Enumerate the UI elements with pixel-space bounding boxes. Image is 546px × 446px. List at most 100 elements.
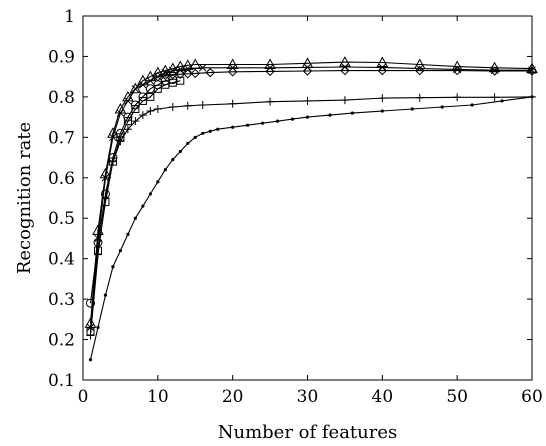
series-layer (84, 56, 538, 362)
data-point (111, 265, 115, 269)
y-tick-label: 0.4 (48, 250, 75, 270)
x-tick-label: 60 (521, 387, 543, 407)
data-point (527, 66, 537, 76)
data-point (146, 76, 155, 85)
x-axis-label: Number of features (218, 422, 398, 443)
data-point (138, 96, 147, 105)
data-point (183, 101, 192, 110)
data-point (231, 125, 235, 129)
data-point (380, 109, 384, 113)
data-point (452, 65, 462, 76)
data-point (328, 113, 332, 117)
data-point (350, 111, 354, 115)
data-point (131, 117, 140, 126)
data-point (168, 103, 177, 111)
data-point (415, 65, 425, 76)
data-point (86, 331, 95, 340)
data-point (101, 194, 110, 202)
data-point (176, 65, 185, 74)
data-point (378, 94, 387, 103)
data-point (108, 157, 117, 166)
data-point (146, 92, 155, 101)
data-point (489, 66, 500, 76)
data-point (153, 105, 162, 114)
y-tick-label: 0.2 (48, 331, 75, 351)
data-point (275, 119, 280, 123)
data-point (305, 115, 310, 119)
y-tick-label: 0.3 (48, 290, 75, 310)
data-point (198, 100, 207, 109)
data-point (139, 80, 147, 89)
data-point (201, 131, 205, 135)
data-point (183, 69, 193, 79)
data-point (124, 97, 132, 105)
data-point (208, 129, 212, 133)
x-tick-label: 40 (372, 387, 394, 407)
x-tick-label: 30 (297, 387, 319, 407)
data-point (148, 192, 152, 196)
data-point (129, 82, 142, 94)
series-line-x (89, 66, 532, 328)
y-tick-label: 1 (64, 7, 75, 27)
data-point (118, 248, 123, 253)
series-plus (86, 92, 536, 340)
series-dot (88, 95, 534, 362)
data-point (470, 103, 474, 107)
data-point (183, 64, 192, 73)
data-point (175, 69, 185, 79)
y-tick-label: 0.5 (48, 209, 75, 229)
y-tick-label: 0.6 (48, 169, 75, 189)
data-point (123, 125, 132, 134)
data-point (176, 76, 185, 85)
data-point (264, 58, 276, 70)
data-point (261, 121, 265, 125)
data-point (126, 232, 130, 236)
data-point (146, 107, 155, 116)
x-tick-label: 0 (78, 387, 89, 407)
data-point (156, 180, 160, 184)
series-line-plus (89, 96, 533, 336)
data-point (96, 325, 100, 330)
data-point (190, 68, 200, 79)
data-point (490, 93, 499, 102)
data-point (228, 99, 237, 108)
y-tick-label: 0.9 (48, 47, 75, 67)
x-tick-label: 10 (147, 387, 169, 407)
data-point (415, 93, 424, 102)
data-point (500, 99, 504, 103)
data-point (216, 127, 220, 131)
series-line-dot (89, 96, 533, 360)
data-point (377, 65, 388, 76)
data-point (205, 67, 215, 78)
data-point (93, 237, 103, 247)
y-tick-label: 0.7 (48, 128, 75, 148)
data-point (530, 95, 534, 99)
data-point (171, 157, 175, 162)
data-point (153, 84, 162, 93)
series-x (86, 63, 536, 332)
data-point (88, 358, 93, 362)
data-point (340, 65, 350, 76)
data-point (131, 84, 140, 93)
data-point (116, 109, 125, 117)
series-line-diamond (157, 70, 532, 78)
y-axis-label: Recognition rate (14, 122, 35, 274)
data-point (168, 69, 178, 80)
data-point (290, 117, 295, 121)
data-point (410, 107, 414, 111)
data-point (160, 70, 171, 81)
data-point (246, 123, 250, 127)
data-point (440, 105, 444, 109)
data-point (227, 67, 238, 77)
data-point (226, 58, 239, 70)
data-point (116, 137, 125, 146)
data-point (340, 96, 349, 105)
data-point (265, 66, 275, 77)
data-point (131, 105, 140, 114)
data-point (163, 168, 167, 172)
data-point (302, 66, 313, 76)
axis-ticks: 0 10 20 30 40 50 60 0.1 0.2 0.3 0.4 0.5 0.6 0.7 0.8 0.9… (48, 7, 543, 407)
data-point (303, 96, 312, 105)
data-point (109, 133, 117, 142)
